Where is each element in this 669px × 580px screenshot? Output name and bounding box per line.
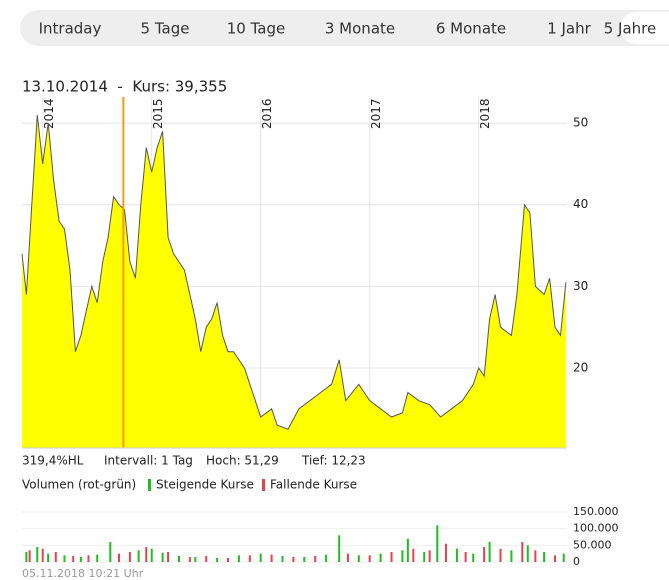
volume-bar — [54, 552, 57, 562]
volume-bar — [28, 550, 31, 562]
volume-bar — [25, 552, 28, 562]
tab[interactable]: 6 Monate — [436, 20, 506, 38]
volume-bar — [36, 547, 39, 562]
volume-bar — [338, 535, 341, 562]
y-tick-label: 100.000 — [573, 522, 619, 535]
y-tick-label: 150.000 — [573, 505, 619, 518]
volume-bar — [543, 552, 546, 562]
volume-bar — [436, 525, 439, 562]
volume-bar — [188, 557, 191, 562]
volume-bar — [47, 553, 50, 562]
volume-bar — [281, 556, 284, 562]
volume-bar — [346, 553, 349, 562]
volume-bar — [488, 542, 491, 562]
volume-bar — [150, 548, 153, 562]
volume-title: Volumen (rot-grün) — [22, 478, 136, 492]
volume-bar — [368, 555, 371, 562]
x-tick-label: 2014 — [42, 98, 56, 129]
volume-bar — [167, 552, 170, 562]
x-tick-label: 2016 — [260, 98, 274, 129]
volume-bar — [445, 543, 448, 562]
stat: Tief: 12,23 — [301, 454, 366, 468]
volume-bar — [562, 553, 565, 562]
volume-bar — [464, 552, 467, 562]
legend-label: Steigende Kurse — [156, 478, 254, 492]
volume-bar — [96, 554, 99, 562]
volume-bar — [87, 555, 90, 562]
x-tick-label: 2017 — [369, 98, 383, 129]
tab-active — [620, 12, 669, 44]
volume-bar — [161, 552, 164, 562]
volume-bar — [412, 548, 415, 562]
x-tick-label: 2015 — [151, 98, 165, 129]
tab[interactable]: 5 Tage — [141, 20, 190, 38]
area-fill — [22, 115, 566, 448]
volume-bar — [423, 552, 426, 562]
volume-bar — [428, 550, 431, 562]
volume-bar — [248, 555, 251, 562]
volume-bar — [314, 556, 317, 562]
volume-bar — [554, 555, 557, 562]
volume-bar — [177, 556, 180, 562]
volume-bar — [390, 552, 393, 562]
volume-bar — [521, 542, 524, 562]
volume-bar — [118, 553, 121, 562]
volume-bar — [499, 548, 502, 562]
volume-bar — [483, 547, 486, 562]
volume-bar — [145, 547, 148, 562]
volume-bar — [205, 556, 208, 562]
tab[interactable]: 3 Monate — [325, 20, 395, 38]
volume-bar — [526, 545, 529, 562]
volume-bar — [270, 554, 273, 562]
y-tick-label: 30 — [573, 279, 588, 293]
volume-bar — [379, 553, 382, 562]
volume-bar — [137, 550, 140, 562]
volume-bar — [406, 538, 409, 562]
tab[interactable]: Intraday — [39, 20, 102, 38]
y-tick-label: 50 — [573, 116, 588, 130]
volume-bar — [303, 557, 306, 562]
y-tick-label: 50.000 — [573, 538, 612, 551]
tab[interactable]: 10 Tage — [227, 20, 285, 38]
volume-bar — [79, 557, 82, 562]
volume-bar — [259, 553, 262, 562]
volume-bar — [227, 558, 230, 562]
timestamp: 05.11.2018 10:21 Uhr — [22, 567, 144, 580]
volume-bar — [216, 558, 219, 562]
chart-title: 13.10.2014 - Kurs: 39,355 — [22, 78, 227, 96]
stat: 319,4%HL — [22, 454, 84, 468]
volume-bar — [472, 553, 475, 562]
price-line — [21, 114, 567, 430]
y-tick-label: 20 — [573, 361, 588, 375]
legend-swatch — [262, 479, 265, 491]
tab[interactable]: 1 Jahr — [547, 20, 591, 38]
volume-bar — [357, 555, 360, 562]
y-tick-label: 40 — [573, 197, 588, 211]
tab-bar — [20, 10, 669, 46]
volume-bar — [72, 556, 75, 562]
volume-bar — [41, 548, 44, 562]
legend-swatch — [148, 479, 151, 491]
volume-bar — [63, 555, 66, 562]
legend-label: Fallende Kurse — [270, 478, 357, 492]
stat: Intervall: 1 Tag — [104, 454, 193, 468]
volume-bar — [510, 550, 513, 562]
volume-bar — [325, 554, 328, 562]
y-tick-label: 0 — [573, 555, 580, 568]
tab[interactable]: 5 Jahre — [604, 20, 657, 38]
x-tick-label: 2018 — [478, 98, 492, 129]
volume-bar — [194, 557, 197, 562]
volume-bar — [401, 550, 404, 562]
volume-bar — [455, 548, 458, 562]
volume-bar — [237, 555, 240, 562]
volume-bar — [128, 552, 131, 562]
volume-bar — [292, 557, 295, 562]
volume-bar — [109, 542, 112, 562]
volume-bar — [534, 550, 537, 562]
stat: Hoch: 51,29 — [206, 454, 279, 468]
